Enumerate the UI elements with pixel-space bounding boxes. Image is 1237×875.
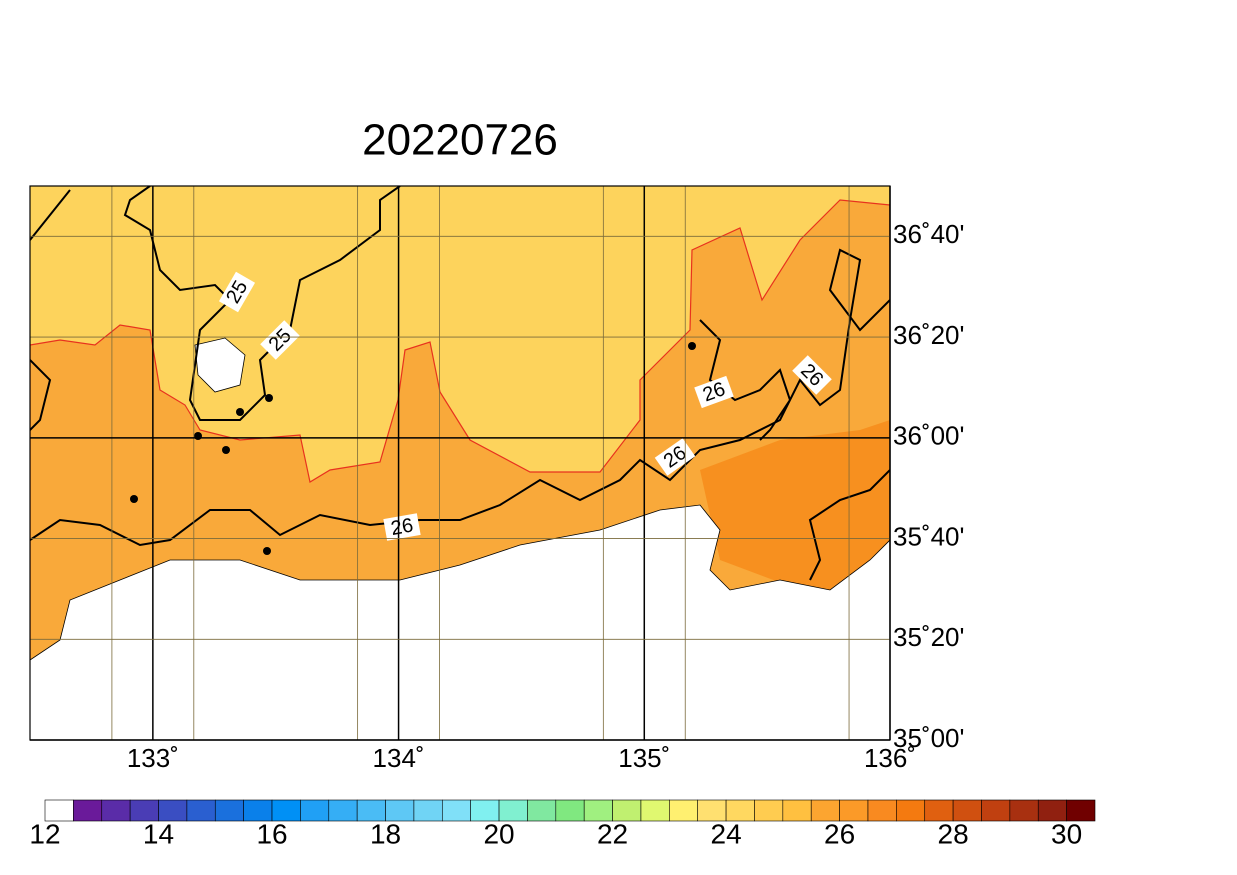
colorbar-box	[555, 799, 585, 822]
contour-label: 26	[383, 513, 421, 541]
colorbar: 12 14 16 18 20 22 24 26 28 30	[29, 799, 1096, 849]
contour-label-box	[694, 375, 734, 409]
colorbar-box	[1009, 799, 1039, 822]
colorbar-label: 18	[370, 818, 401, 849]
lat-label: 36˚20'	[893, 320, 964, 350]
colorbar-label: 12	[29, 818, 60, 849]
colorbar-box	[527, 799, 557, 822]
lat-label: 35˚00'	[893, 723, 964, 753]
colorbar-label: 26	[824, 818, 855, 849]
lon-label: 135˚	[618, 743, 670, 773]
colorbar-label: 16	[256, 818, 287, 849]
colorbar-box	[754, 799, 784, 822]
station	[265, 394, 273, 402]
colorbar-box	[896, 799, 926, 822]
lon-label: 134˚	[373, 743, 425, 773]
station	[688, 342, 696, 350]
station	[236, 408, 244, 416]
colorbar-box	[782, 799, 812, 822]
colorbar-box	[441, 799, 471, 822]
sst-27-28	[700, 420, 890, 600]
lake	[194, 337, 246, 393]
station	[263, 547, 271, 555]
contour-26	[30, 248, 890, 581]
colorbar-box	[413, 799, 443, 822]
colorbar-label: 24	[711, 818, 742, 849]
station	[130, 495, 138, 503]
colorbar-box	[981, 799, 1011, 822]
colorbar-box	[300, 799, 330, 822]
colorbar-label: 28	[938, 818, 969, 849]
lat-label: 36˚00'	[893, 421, 964, 451]
lon-label: 136˚	[864, 743, 916, 773]
colorbar-box	[1066, 799, 1096, 822]
contour-label-box	[792, 355, 832, 395]
colorbar-label: 14	[143, 818, 174, 849]
colorbar-box	[328, 799, 358, 822]
station	[222, 446, 230, 454]
lat-label: 35˚20'	[893, 622, 964, 652]
lat-label: 36˚40'	[893, 219, 964, 249]
colorbar-box	[640, 799, 670, 822]
colorbar-box	[101, 799, 131, 822]
colorbar-label: 22	[597, 818, 628, 849]
colorbar-label: 20	[483, 818, 514, 849]
stations	[130, 342, 696, 555]
map-frame	[29, 185, 891, 741]
colorbar-box	[669, 799, 699, 822]
colorbar-box	[214, 799, 244, 822]
colorbar-box	[186, 799, 216, 822]
lon-label: 133˚	[127, 743, 179, 773]
contour-label-box	[383, 513, 421, 541]
title: 20220726	[362, 116, 558, 165]
colorbar-label: 30	[1051, 818, 1082, 849]
contour-label-box	[218, 271, 256, 313]
station	[194, 432, 202, 440]
colorbar-box	[867, 799, 897, 822]
contour-label-text: 26	[389, 515, 415, 541]
lat-label: 35˚40'	[893, 521, 964, 551]
colorbar-box	[73, 799, 103, 822]
contour-label-box	[260, 320, 300, 360]
minor-grid	[111, 186, 850, 740]
